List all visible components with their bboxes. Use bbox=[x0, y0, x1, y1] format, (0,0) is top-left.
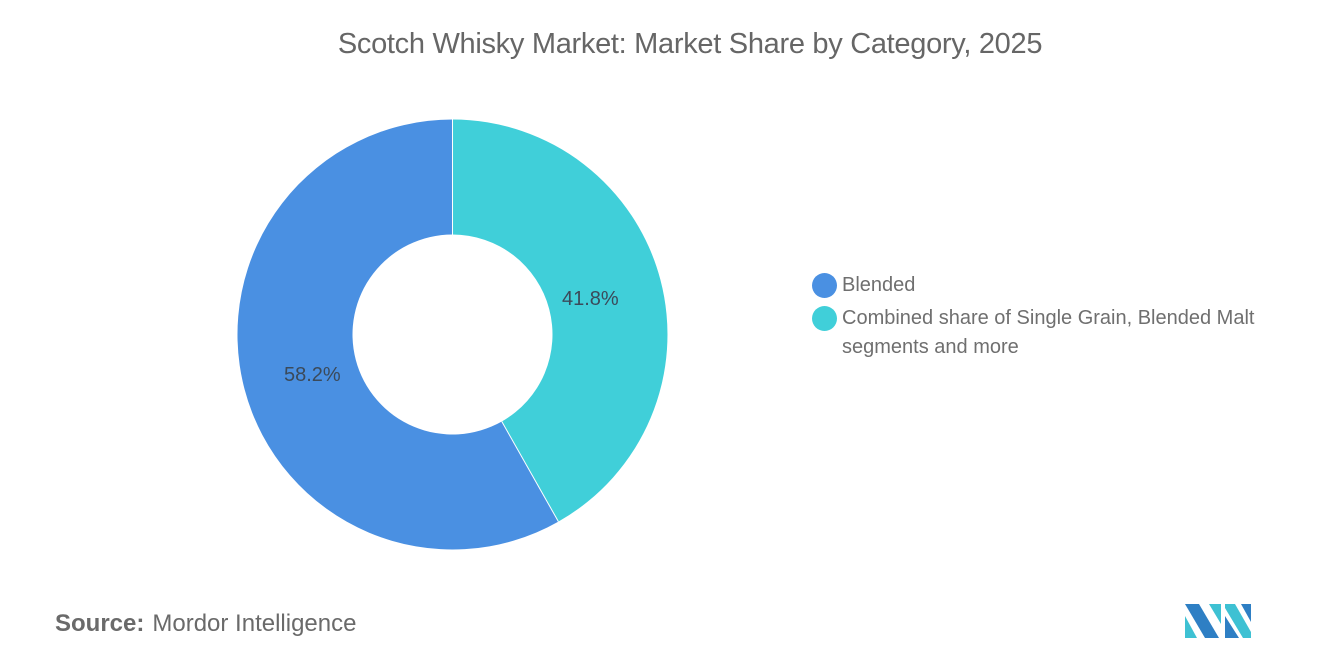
legend-item-combined[interactable]: Combined share of Single Grain, Blended … bbox=[812, 304, 1272, 362]
legend-item-blended[interactable]: Blended bbox=[812, 271, 1272, 300]
slice-label-blended: 58.2% bbox=[284, 364, 341, 386]
slice-label-combined: 41.8% bbox=[562, 288, 619, 310]
slice-divider bbox=[501, 421, 559, 522]
slice-combined[interactable] bbox=[452, 119, 668, 522]
source-label: Source: bbox=[55, 610, 145, 637]
chart-title: Scotch Whisky Market: Market Share by Ca… bbox=[337, 28, 1043, 60]
legend-dot-icon bbox=[812, 306, 837, 331]
source-note: Source: Mordor Intelligence bbox=[55, 610, 356, 638]
mordor-intelligence-logo-icon bbox=[1185, 604, 1251, 638]
source-value: Mordor Intelligence bbox=[152, 610, 357, 637]
legend: Blended Combined share of Single Grain, … bbox=[812, 271, 1272, 366]
legend-dot-icon bbox=[812, 273, 837, 298]
legend-label: Combined share of Single Grain, Blended … bbox=[842, 307, 1255, 358]
legend-label: Blended bbox=[842, 274, 916, 296]
slice-blended[interactable] bbox=[237, 119, 559, 550]
